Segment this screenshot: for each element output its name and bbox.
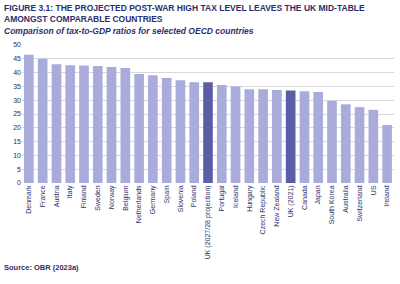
svg-text:Sweden: Sweden [94,185,101,210]
svg-text:Italy: Italy [66,185,74,198]
svg-text:Germany: Germany [149,185,157,214]
svg-text:40: 40 [13,69,21,76]
html-text:FIGURE 3.1: THE PROJECTED POST: FIGURE 3.1: THE PROJECTED POST-WAR HIGH … [4,3,365,24]
svg-text:South Korea: South Korea [328,185,335,224]
svg-text:30: 30 [13,97,21,104]
svg-text:15: 15 [13,138,21,145]
svg-text:50: 50 [13,41,21,48]
svg-text:Spain: Spain [163,185,171,203]
svg-text:Belgium: Belgium [122,185,130,210]
svg-text:25: 25 [13,110,21,117]
svg-text:20: 20 [13,124,21,131]
svg-text:Slovenia: Slovenia [177,185,184,212]
svg-text:UK (2027/28 projection): UK (2027/28 projection) [204,185,212,259]
svg-text:US: US [370,185,377,195]
svg-text:Finland: Finland [80,185,87,208]
svg-text:45: 45 [13,55,21,62]
svg-text:Austria: Austria [53,185,60,207]
svg-text:Switzerland: Switzerland [356,185,363,221]
svg-text:Ireland: Ireland [383,185,390,207]
html-text:Source: OBR (2023a): Source: OBR (2023a) [4,263,79,272]
svg-text:0: 0 [17,179,21,186]
svg-text:Hungary: Hungary [246,185,254,212]
svg-text:UK (2021): UK (2021) [287,185,295,217]
html-text:Comparison of tax-to-GDP ratio: Comparison of tax-to-GDP ratios for sele… [4,26,254,36]
svg-text:Poland: Poland [190,185,197,207]
svg-text:Czech Republic: Czech Republic [259,185,267,235]
svg-text:Japan: Japan [314,185,322,204]
svg-text:Australia: Australia [342,185,349,212]
svg-text:France: France [39,185,46,207]
svg-text:Norway: Norway [108,185,116,209]
svg-text:35: 35 [13,83,21,90]
svg-text:New Zealand: New Zealand [273,185,280,226]
svg-text:Canada: Canada [301,185,308,210]
svg-text:10: 10 [13,152,21,159]
svg-text:Iceland: Iceland [232,185,239,208]
svg-text:Portugal: Portugal [218,185,226,212]
svg-text:Denmark: Denmark [25,185,32,214]
svg-text:Netherlands: Netherlands [135,185,142,223]
svg-text:5: 5 [17,166,21,173]
